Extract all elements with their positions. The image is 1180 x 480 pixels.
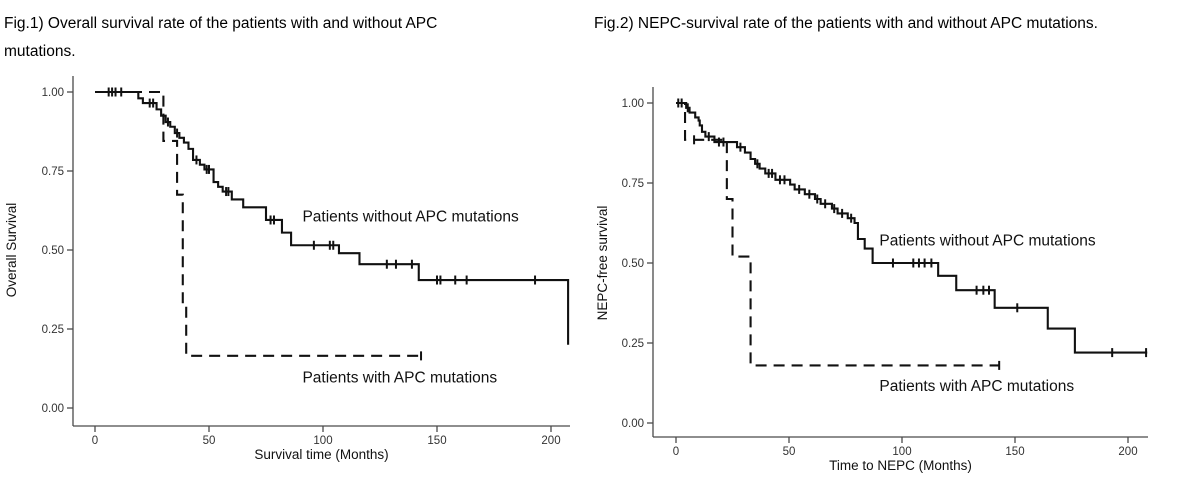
y-tick-label: 0.00 (622, 418, 644, 430)
y-tick-label: 1.00 (622, 98, 644, 110)
y-axis-label: NEPC-free survival (595, 206, 610, 321)
series-label: Patients without APC mutations (879, 232, 1096, 249)
panel-title-fig1: Fig.1) Overall survival rate of the pati… (4, 15, 438, 60)
series-label: Patients with APC mutations (302, 370, 497, 387)
x-tick-label: 100 (892, 446, 911, 458)
y-tick-label: 0.75 (42, 166, 64, 178)
panel-title-fig2: Fig.2) NEPC-survival rate of the patient… (594, 15, 1098, 32)
y-tick-label: 0.00 (42, 403, 64, 415)
y-tick-label: 0.50 (622, 258, 644, 270)
y-tick-label: 1.00 (42, 87, 64, 99)
x-axis-label: Survival time (Months) (254, 447, 388, 462)
x-tick-label: 0 (673, 446, 679, 458)
series-label: Patients with APC mutations (879, 378, 1074, 395)
y-tick-label: 0.25 (42, 324, 64, 336)
km-chart-overall-survival: 1.00 0.75 0.50 0.25 0.00 0 50 100 150 200 Survival… (4, 76, 570, 462)
survival-curve-solid (676, 101, 1148, 354)
y-axis-label: Overall Survival (4, 203, 19, 298)
x-axis-label: Time to NEPC (Months) (829, 458, 972, 473)
km-chart-nepc-free-survival: 1.00 0.75 0.50 0.25 0.00 0 50 100 150 200 Time to … (595, 87, 1148, 473)
y-tick-label: 0.50 (42, 245, 64, 257)
panel-nepc-free-survival: Fig.2) NEPC-survival rate of the patient… (590, 0, 1180, 480)
survival-curve-dashed (676, 101, 1000, 367)
panel-overall-survival: Fig.1) Overall survival rate of the pati… (4, 15, 570, 462)
x-tick-label: 200 (541, 435, 560, 447)
y-tick-label: 0.25 (622, 338, 644, 350)
series-label: Patients without APC mutations (302, 209, 519, 226)
y-tick-label: 0.75 (622, 178, 644, 190)
x-tick-label: 150 (1005, 446, 1024, 458)
x-tick-label: 50 (783, 446, 796, 458)
x-tick-label: 50 (203, 435, 216, 447)
survival-curve-dashed (95, 90, 422, 357)
x-tick-label: 200 (1118, 446, 1137, 458)
x-tick-label: 100 (313, 435, 332, 447)
x-tick-label: 0 (92, 435, 98, 447)
x-tick-label: 150 (427, 435, 446, 447)
